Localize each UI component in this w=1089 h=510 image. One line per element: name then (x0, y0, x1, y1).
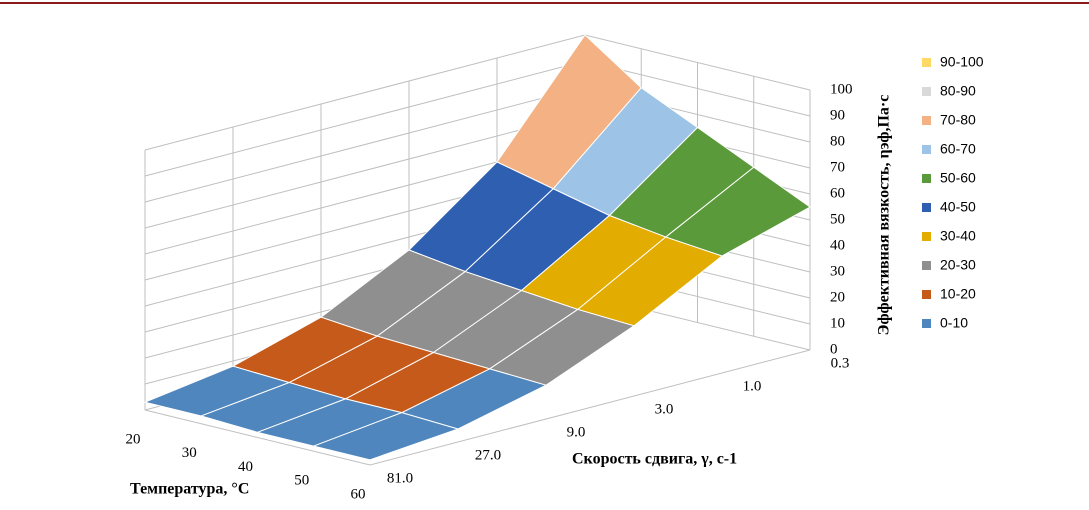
legend-swatch (922, 203, 931, 212)
y-tick-label: 0.3 (831, 355, 850, 371)
legend-swatch (922, 319, 931, 328)
legend-swatch (922, 58, 931, 67)
legend-swatch (922, 145, 931, 154)
legend-label: 80-90 (940, 83, 976, 99)
z-tick-label: 90 (830, 107, 845, 123)
legend-swatch (922, 87, 931, 96)
y-tick-label: 81.0 (387, 470, 413, 486)
legend-label: 0-10 (940, 315, 968, 331)
z-tick-label: 30 (830, 263, 845, 279)
floor-edge (144, 349, 811, 466)
y-tick-label: 9.0 (567, 424, 586, 440)
legend-label: 60-70 (940, 141, 976, 157)
x-tick-label: 20 (126, 431, 141, 447)
surface-patch (312, 412, 460, 461)
x-tick-label: 40 (238, 459, 253, 475)
legend-label: 10-20 (940, 286, 976, 302)
y-axis-title: Скорость сдвига, γ, с-1 (572, 451, 737, 468)
x-tick-label: 60 (351, 486, 366, 502)
y-tick-label: 27.0 (475, 447, 501, 463)
z-tick-label: 80 (830, 133, 845, 149)
x-axis-title: Температура, °С (130, 481, 249, 498)
z-tick-label: 20 (830, 289, 845, 305)
z-tick-label: 40 (830, 237, 845, 253)
legend-label: 40-50 (940, 199, 976, 215)
legend-swatch (922, 174, 931, 183)
legend-swatch (922, 232, 931, 241)
legend-label: 30-40 (940, 228, 976, 244)
legend-swatch (922, 116, 931, 125)
legend-label: 70-80 (940, 112, 976, 128)
z-tick-label: 50 (830, 211, 845, 227)
z-tick-label: 60 (830, 185, 845, 201)
x-tick-label: 50 (294, 473, 309, 489)
y-tick-label: 1.0 (743, 378, 762, 394)
legend-label: 90-100 (940, 54, 984, 70)
legend-label: 20-30 (940, 257, 976, 273)
z-tick-label: 100 (830, 81, 853, 97)
z-tick-label: 10 (830, 315, 845, 331)
grid-line (144, 34, 811, 151)
z-tick-label: 0 (830, 341, 838, 357)
z-tick-label: 70 (830, 159, 845, 175)
legend-label: 50-60 (940, 170, 976, 186)
z-axis-title: Эффективная вязкость, ηэф,Па·с (876, 95, 893, 336)
legend-swatch (922, 261, 931, 270)
y-tick-label: 3.0 (655, 401, 674, 417)
legend-swatch (922, 290, 931, 299)
x-tick-label: 30 (182, 445, 197, 461)
